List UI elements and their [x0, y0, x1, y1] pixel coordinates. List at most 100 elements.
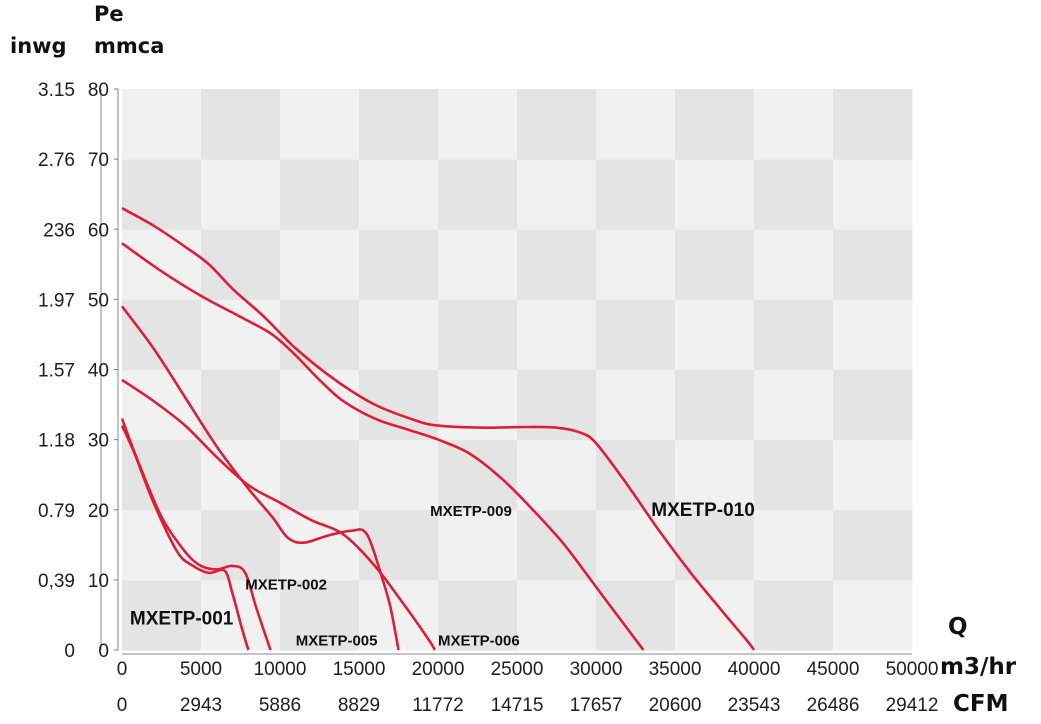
grid-cell	[675, 159, 755, 230]
x-tick-label-cfm: 8829	[338, 695, 380, 716]
curve-mxetp-006	[121, 378, 436, 651]
grid-cell	[438, 579, 518, 651]
x-tick-label-cfm: 26486	[807, 695, 860, 716]
grid-cell	[359, 579, 439, 651]
grid-cell	[201, 299, 281, 370]
grid-cell	[833, 439, 913, 511]
y-tick-label-inwg: 1.57	[38, 361, 75, 382]
grid-cell	[596, 89, 676, 160]
grid-cell	[833, 579, 913, 651]
grid-cell	[517, 299, 597, 370]
grid-cell	[675, 229, 755, 300]
grid-cell	[517, 369, 597, 441]
x-tick-label-m3hr: 30000	[570, 659, 623, 680]
y-tick-label-mmca: 20	[88, 501, 109, 522]
x-tick-label-cfm: 2943	[180, 695, 222, 716]
grid-cell	[833, 369, 913, 441]
x-tick-label-cfm: 11772	[412, 695, 463, 716]
grid-cell	[280, 509, 360, 581]
grid-cell	[359, 89, 439, 160]
x-tick-label-m3hr: 50000	[886, 659, 939, 680]
y-axis-unit-secondary: inwg	[10, 34, 67, 58]
grid-cell	[438, 369, 518, 441]
x-tick-label-m3hr: 20000	[412, 659, 465, 680]
grid-cell	[122, 89, 202, 160]
y-tick-label-inwg: 1.18	[38, 431, 75, 452]
y-tick-label-inwg: 236	[43, 220, 75, 241]
performance-curves	[120, 207, 756, 651]
grid-cell	[201, 89, 281, 160]
grid-cell	[201, 439, 281, 511]
x-axis-symbol: Q	[948, 614, 968, 640]
x-tick-label-cfm: 5886	[259, 695, 301, 716]
x-axis-unit-secondary: CFM	[953, 691, 1008, 717]
grid-cell	[280, 299, 360, 370]
y-tick-label-inwg: 1.97	[38, 290, 75, 311]
grid-cell	[754, 89, 834, 160]
y-tick-label-mmca: 50	[88, 290, 109, 311]
x-axis-unit-primary: m3/hr	[940, 654, 1017, 680]
curve-mxetp-002	[120, 418, 272, 651]
y-tick-label-mmca: 10	[88, 571, 109, 592]
y-axis-unit-primary: mmca	[94, 34, 164, 58]
grid-cell	[438, 229, 518, 300]
grid-cell	[675, 369, 755, 441]
grid-cell	[754, 369, 834, 441]
series-label-mxetp-010: MXETP-010	[651, 500, 754, 521]
grid-background	[122, 89, 913, 651]
grid-cell	[754, 509, 834, 581]
grid-cell	[833, 159, 913, 230]
grid-cell	[122, 299, 202, 370]
y-axis-symbol: Pe	[94, 2, 124, 26]
grid-cell	[438, 299, 518, 370]
series-label-mxetp-006: MXETP-006	[438, 632, 520, 649]
grid-cell	[517, 579, 597, 651]
grid-cell	[359, 369, 439, 441]
grid-cell	[833, 299, 913, 370]
grid-cell	[754, 579, 834, 651]
y-tick-label-mmca: 40	[88, 361, 109, 382]
curve-mxetp-010	[121, 207, 756, 651]
grid-cell	[754, 299, 834, 370]
grid-cell	[833, 229, 913, 300]
y-tick-label-inwg: 3.15	[38, 80, 75, 101]
x-tick-label-m3hr: 15000	[333, 659, 386, 680]
grid-cell	[754, 159, 834, 230]
grid-cell	[122, 159, 202, 230]
grid-cell	[438, 509, 518, 581]
x-tick-label-cfm: 29412	[886, 695, 939, 716]
grid-cell	[596, 369, 676, 441]
y-tick-label-inwg: 2.76	[38, 150, 75, 171]
x-tick-label-cfm: 23543	[728, 695, 781, 716]
series-label-mxetp-005: MXETP-005	[296, 632, 378, 649]
grid-cell	[438, 439, 518, 511]
y-tick-label-mmca: 70	[88, 150, 109, 171]
grid-cell	[675, 439, 755, 511]
tick-labels: 00100,39200.79301.18401.57501.9760236702…	[38, 80, 938, 716]
x-tick-label-m3hr: 10000	[254, 659, 307, 680]
grid-cell	[517, 89, 597, 160]
grid-cell	[596, 509, 676, 581]
series-label-mxetp-009: MXETP-009	[430, 503, 512, 520]
grid-cell	[754, 229, 834, 300]
grid-cell	[596, 229, 676, 300]
x-tick-label-m3hr: 5000	[180, 659, 222, 680]
x-tick-label-m3hr: 25000	[491, 659, 544, 680]
y-tick-label-mmca: 30	[88, 431, 109, 452]
y-tick-label-mmca: 80	[88, 80, 109, 101]
series-label-mxetp-001: MXETP-001	[130, 608, 234, 629]
x-tick-label-cfm: 0	[117, 695, 128, 716]
grid-cell	[754, 439, 834, 511]
grid-cell	[280, 579, 360, 651]
x-tick-label-m3hr: 35000	[649, 659, 702, 680]
curve-mxetp-009	[121, 242, 645, 651]
y-tick-label-inwg: 0.79	[38, 501, 75, 522]
grid-cell	[596, 299, 676, 370]
grid-cell	[833, 89, 913, 160]
y-tick-label-inwg: 0	[64, 641, 75, 662]
grid-cell	[438, 89, 518, 160]
y-tick-label-mmca: 0	[98, 641, 109, 662]
x-tick-label-cfm: 20600	[649, 695, 702, 716]
grid-cell	[280, 229, 360, 300]
x-tick-label-m3hr: 45000	[807, 659, 860, 680]
